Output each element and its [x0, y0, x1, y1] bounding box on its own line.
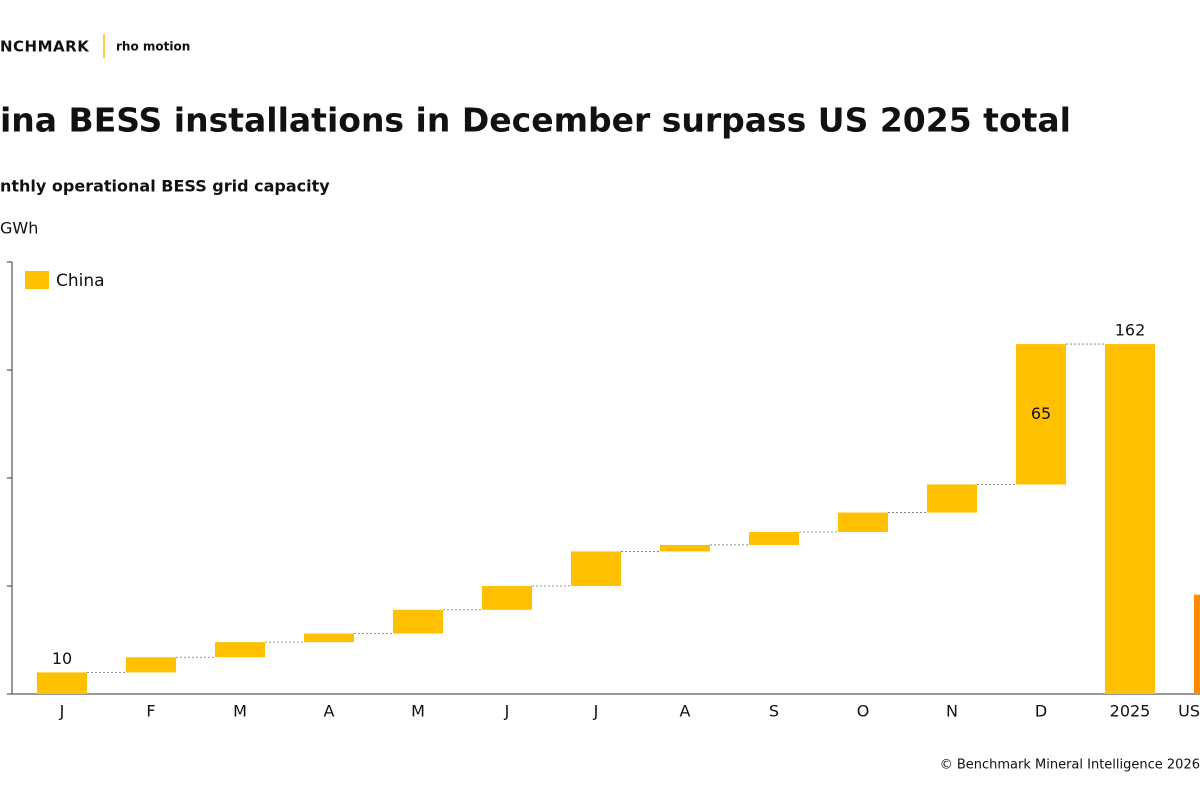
x-tick-label: J	[504, 702, 510, 721]
y-axis-label: GWh	[0, 219, 38, 238]
legend-label: China	[56, 271, 105, 291]
x-tick-label: A	[324, 702, 335, 721]
total-bar	[1105, 344, 1155, 694]
waterfall-bar	[482, 586, 532, 610]
waterfall-bar	[749, 532, 799, 545]
x-tick-label: US	[1178, 702, 1200, 721]
waterfall-bar	[126, 657, 176, 673]
chart-title: ina BESS installations in December surpa…	[0, 101, 1071, 140]
data-label: 10	[52, 649, 72, 668]
chart-subtitle: nthly operational BESS grid capacity	[0, 177, 330, 196]
data-label: 65	[1031, 404, 1051, 423]
x-tick-label: S	[769, 702, 779, 721]
waterfall-bar	[215, 642, 265, 658]
x-tick-label: J	[593, 702, 599, 721]
waterfall-bar	[571, 551, 621, 586]
footer: © Benchmark Mineral Intelligence 2026	[940, 758, 1200, 773]
waterfall-bar	[37, 672, 87, 694]
x-tick-label: A	[680, 702, 691, 721]
x-tick-label: D	[1035, 702, 1047, 721]
data-label: 162	[1115, 321, 1146, 340]
x-tick-label: N	[946, 702, 958, 721]
x-tick-label: J	[59, 702, 65, 721]
legend-swatch	[25, 271, 49, 289]
x-tick-label: F	[146, 702, 155, 721]
waterfall-bar	[393, 609, 443, 634]
waterfall-bar	[927, 484, 977, 513]
waterfall-bar	[1016, 344, 1066, 485]
x-tick-label: O	[857, 702, 870, 721]
x-tick-label: 2025	[1110, 702, 1151, 721]
x-tick-label: M	[233, 702, 247, 721]
waterfall-bar	[304, 633, 354, 643]
waterfall-bar	[838, 512, 888, 532]
brand-partner: rho motion	[116, 40, 190, 54]
waterfall-bar	[660, 544, 710, 552]
brand-name: NCHMARK	[0, 38, 90, 56]
x-tick-label: M	[411, 702, 425, 721]
total-bar	[1194, 594, 1200, 694]
